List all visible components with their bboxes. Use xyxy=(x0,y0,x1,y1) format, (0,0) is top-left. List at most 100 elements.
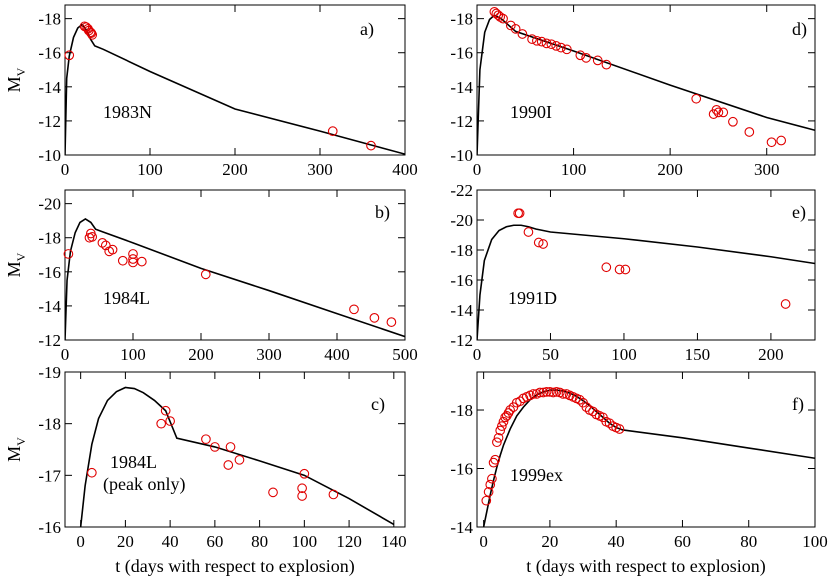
observation-point xyxy=(713,107,724,118)
observation-point xyxy=(527,34,537,44)
panel-d: d) 1990I 0 100 200 300 -10 -12 -14 -16 -18 xyxy=(450,4,816,179)
observation-point xyxy=(780,299,791,309)
observation-point xyxy=(538,387,549,398)
model-curve xyxy=(79,386,395,527)
observation-point xyxy=(349,304,359,315)
x-tick-label: 150 xyxy=(685,345,711,364)
y-tick-label: -16 xyxy=(450,44,473,63)
observation-point xyxy=(505,20,516,31)
x-tick-label: 60 xyxy=(206,532,223,551)
y-tick-label: -14 xyxy=(450,301,473,320)
observation-point xyxy=(711,104,722,115)
supernova-name: 1990I xyxy=(510,102,552,122)
observation-point xyxy=(100,240,111,251)
observation-point xyxy=(498,13,508,24)
plot-frame xyxy=(64,371,406,528)
observation-point xyxy=(581,52,591,63)
x-tick-label: 300 xyxy=(307,160,333,179)
model-curve xyxy=(482,389,815,527)
x-tick-label: 60 xyxy=(674,532,691,551)
model-curve xyxy=(477,14,815,155)
plot-frame xyxy=(64,189,406,341)
observation-point xyxy=(87,232,98,242)
observation-point xyxy=(327,126,338,136)
x-tick-label: 200 xyxy=(188,345,214,364)
observation-point xyxy=(386,317,397,327)
observation-point xyxy=(297,483,307,494)
y-tick-label: -18 xyxy=(38,10,61,29)
supernova-name: 1983N xyxy=(103,102,152,122)
panel-c: c) 1984L(peak only) 0 20 40 60 80 100 120 140 -16 -… xyxy=(4,363,407,577)
panel-label: f) xyxy=(792,394,804,415)
plot-frame xyxy=(476,371,816,528)
y-tick-label: -18 xyxy=(38,415,61,434)
y-tick-label: -18 xyxy=(450,241,473,260)
y-axis-label-subscript: V xyxy=(14,252,28,261)
y-tick-label: -14 xyxy=(38,78,61,97)
y-tick-label: -12 xyxy=(450,331,473,350)
observation-point xyxy=(117,255,128,266)
y-tick-label: -18 xyxy=(38,229,61,248)
x-tick-label: 100 xyxy=(802,532,828,551)
observation-point xyxy=(366,140,376,151)
y-tick-label: -22 xyxy=(450,181,473,200)
x-tick-label: 0 xyxy=(61,160,70,179)
observation-point xyxy=(490,454,501,465)
panel-label: c) xyxy=(371,394,385,415)
observation-point xyxy=(604,418,615,429)
observation-point xyxy=(718,107,729,118)
observation-point xyxy=(551,41,562,51)
observation-point xyxy=(493,432,504,443)
y-axis-label: MV xyxy=(4,437,28,462)
model-curve xyxy=(65,23,405,155)
observation-point xyxy=(97,237,108,248)
y-axis-label-main: M xyxy=(4,261,24,277)
observation-point xyxy=(328,489,339,500)
y-tick-label: -20 xyxy=(450,211,473,230)
x-tick-label: 500 xyxy=(392,345,418,364)
observation-point xyxy=(766,137,777,148)
y-tick-label: -17 xyxy=(38,466,61,485)
observation-point xyxy=(536,36,547,47)
x-tick-label: 200 xyxy=(758,345,784,364)
observation-point xyxy=(574,394,585,405)
observation-point xyxy=(620,264,631,275)
observation-point xyxy=(483,487,494,497)
observation-point xyxy=(492,437,502,448)
x-tick-label: 0 xyxy=(76,532,85,551)
y-tick-label: -16 xyxy=(450,271,473,290)
supernova-name: 1984L xyxy=(110,452,157,472)
panel-label: b) xyxy=(375,202,390,223)
x-tick-label: 0 xyxy=(473,345,482,364)
x-tick-label: 0 xyxy=(61,345,70,364)
observation-point xyxy=(156,418,167,429)
panel-b: b) 1984L 0 100 200 300 400 500 -12 -14 -16 -18 -20 MV xyxy=(4,189,418,364)
observation-point xyxy=(225,442,236,452)
x-tick-label: 300 xyxy=(256,345,282,364)
observation-point xyxy=(136,256,147,267)
observation-point xyxy=(86,28,97,38)
supernova-name: 1991D xyxy=(508,288,557,308)
observation-point xyxy=(691,93,702,104)
y-tick-label: -14 xyxy=(38,297,61,316)
observation-point xyxy=(551,387,562,397)
panel-f: f) 1999ex 0 20 40 60 80 100 -14 -16 -18 t (days wit… xyxy=(450,371,828,577)
observation-point xyxy=(497,421,507,431)
y-tick-label: -18 xyxy=(450,401,473,420)
x-tick-label: 100 xyxy=(292,532,318,551)
observation-point xyxy=(528,389,539,399)
y-tick-label: -16 xyxy=(38,263,61,282)
panel-e: e) 1991D 0 50 100 150 200 -12 -14 -16 -18 -20 -22 xyxy=(450,181,816,364)
x-tick-label: 120 xyxy=(336,532,362,551)
plot-frame xyxy=(476,189,816,341)
observation-point xyxy=(601,59,612,70)
observation-point xyxy=(107,244,118,255)
observation-point xyxy=(588,406,598,417)
observation-point xyxy=(558,389,569,399)
observation-point xyxy=(601,262,612,273)
observation-point xyxy=(515,396,525,407)
observation-point xyxy=(503,408,514,418)
observation-point xyxy=(517,29,528,39)
y-tick-label: -10 xyxy=(450,146,473,165)
y-tick-label: -19 xyxy=(38,363,61,382)
